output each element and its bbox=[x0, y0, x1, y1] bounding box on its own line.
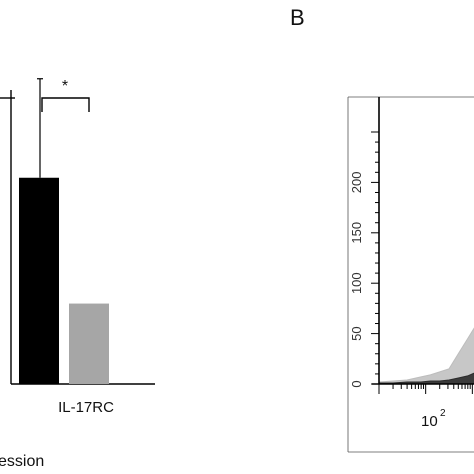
panel-b-histogram: B 0 50 100 150 200 10 2 bbox=[290, 5, 474, 453]
significance-bracket bbox=[41, 97, 90, 112]
y-tick-label: 150 bbox=[349, 222, 364, 244]
panel-b-letter: B bbox=[290, 5, 305, 30]
bar-1 bbox=[19, 177, 59, 384]
y-tick-label: 0 bbox=[349, 380, 364, 387]
histogram-series-1 bbox=[378, 327, 474, 385]
bar-2 bbox=[69, 303, 109, 384]
y-tick-label: 50 bbox=[349, 326, 364, 340]
y-tick-label: 100 bbox=[349, 272, 364, 294]
x-tick-label: IL-17RC bbox=[58, 399, 114, 416]
significance-marker: * bbox=[62, 78, 68, 95]
histogram-series-2 bbox=[378, 372, 474, 385]
y-tick-label: 200 bbox=[349, 172, 364, 194]
x-axis-label-partial: ession bbox=[0, 453, 44, 470]
x-tick-label-exponent: 2 bbox=[440, 408, 446, 419]
x-tick-label-base: 10 bbox=[421, 413, 438, 430]
panel-a-bar-chart: * IL-17RC ession bbox=[0, 78, 155, 470]
